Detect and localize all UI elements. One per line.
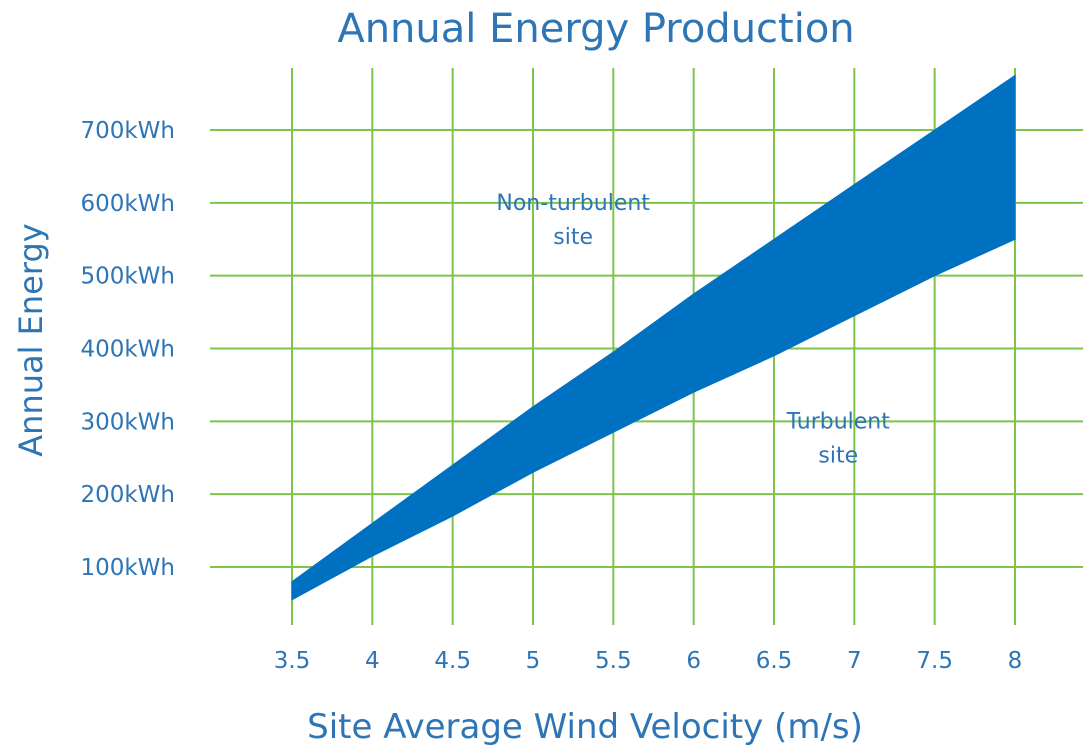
annotation-0-line-0: Non-turbulent [496, 191, 650, 216]
y-tick-label-5: 600kWh [80, 191, 175, 217]
energy-band-area-0 [291, 74, 1016, 601]
y-axis-ticks: 100kWh 200kWh 300kWh 400kWh 500kWh 600kWh 700k… [80, 118, 175, 581]
y-tick-label-2: 300kWh [80, 409, 175, 435]
annotation-0: Non-turbulent site [496, 191, 650, 250]
chart-title: Annual Energy Production [337, 6, 854, 52]
y-tick-label-3: 400kWh [80, 337, 175, 363]
x-tick-label-7: 7 [847, 648, 862, 674]
y-axis-label: Annual Energy [12, 223, 50, 456]
energy-band [291, 74, 1016, 601]
x-tick-label-0: 3.5 [274, 648, 311, 674]
x-tick-label-9: 8 [1008, 648, 1023, 674]
x-tick-label-1: 4 [365, 648, 380, 674]
y-tick-label-6: 700kWh [80, 118, 175, 144]
annotation-1-line-0: Turbulent [786, 410, 891, 435]
y-tick-label-0: 100kWh [80, 555, 175, 581]
y-tick-label-4: 500kWh [80, 264, 175, 290]
x-tick-label-4: 5.5 [595, 648, 632, 674]
x-tick-label-3: 5 [526, 648, 541, 674]
annotation-1-line-1: site [818, 444, 858, 469]
x-tick-label-6: 6.5 [756, 648, 793, 674]
annotation-0-line-1: site [553, 225, 593, 250]
y-tick-label-1: 200kWh [80, 482, 175, 508]
x-axis-label: Site Average Wind Velocity (m/s) [307, 707, 863, 747]
x-tick-label-8: 7.5 [916, 648, 953, 674]
chart-annotations: Non-turbulent site Turbulent site [496, 191, 890, 469]
x-tick-label-5: 6 [686, 648, 701, 674]
x-axis-ticks: 3.5 4 4.5 5 5.5 6 6.5 7 7.5 8 [274, 648, 1023, 674]
annotation-1: Turbulent site [786, 410, 891, 469]
x-tick-label-2: 4.5 [434, 648, 471, 674]
